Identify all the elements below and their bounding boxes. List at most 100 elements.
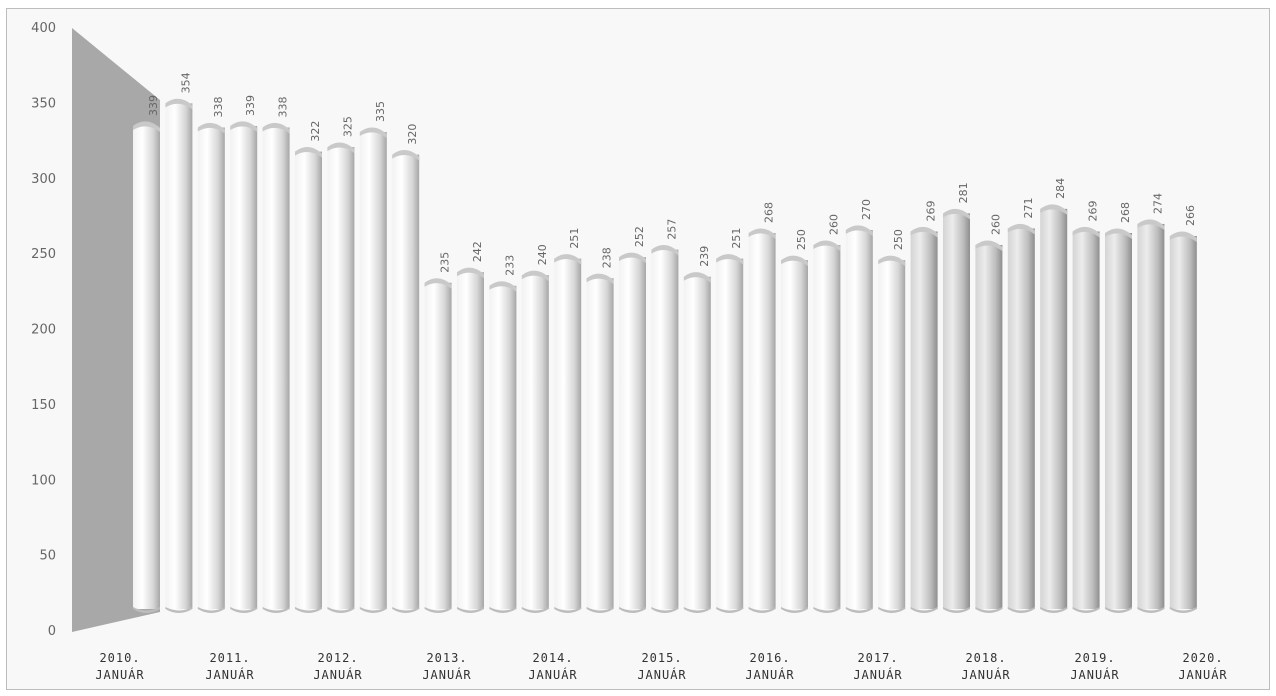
data-label: 270	[860, 199, 873, 220]
x-tick-month: JANUÁR	[1070, 667, 1119, 682]
bar	[619, 252, 646, 613]
x-tick-year: 2011.	[209, 651, 250, 665]
x-tick-month: JANUÁR	[313, 667, 362, 682]
bar	[262, 122, 290, 613]
data-label: 251	[730, 228, 743, 249]
data-label: 274	[1151, 193, 1164, 214]
data-label: 240	[536, 244, 549, 265]
y-tick-label: 300	[31, 172, 56, 187]
bar	[1040, 204, 1068, 613]
bar	[327, 142, 355, 613]
x-tick-label: 2019. JANUÁR	[1070, 651, 1119, 682]
x-tick-label: 2020. JANUÁR	[1178, 651, 1226, 682]
bar	[197, 122, 225, 613]
x-axis: 2010. JANUÁR 2011. JANUÁR 2012. JANUÁR 2013. JA…	[95, 651, 1226, 682]
x-tick-label: 2012. JANUÁR	[313, 651, 362, 682]
bar	[943, 208, 970, 613]
data-label: 257	[665, 219, 678, 240]
bar	[683, 272, 711, 613]
x-tick-year: 2015.	[641, 651, 682, 665]
x-tick-label: 2018. JANUÁR	[961, 651, 1010, 682]
data-label: 266	[1184, 205, 1197, 226]
data-label: 238	[601, 247, 614, 268]
bar	[133, 121, 160, 613]
data-label: 338	[212, 96, 225, 117]
data-label: 325	[341, 116, 354, 137]
bar	[1137, 219, 1165, 613]
bar	[424, 278, 452, 613]
y-tick-label: 100	[31, 473, 56, 488]
data-label: 252	[633, 226, 646, 247]
data-label: 260	[827, 214, 840, 235]
x-tick-year: 2018.	[965, 651, 1006, 665]
x-tick-month: JANUÁR	[961, 667, 1010, 682]
data-label: 338	[277, 96, 290, 117]
data-label: 250	[892, 229, 905, 250]
data-label: 320	[406, 124, 419, 145]
bar	[1169, 231, 1197, 613]
bar	[1105, 228, 1132, 613]
x-tick-month: JANUÁR	[422, 667, 471, 682]
x-tick-label: 2017. JANUÁR	[853, 651, 902, 682]
data-label: 281	[957, 182, 970, 203]
data-label: 339	[244, 95, 257, 116]
bar	[230, 121, 258, 613]
x-tick-label: 2014. JANUÁR	[528, 651, 577, 682]
bar	[554, 254, 582, 613]
y-axis: 0 50 100 150 200 250 300 350 400	[31, 21, 56, 639]
bar	[295, 147, 322, 613]
data-label: 268	[1119, 202, 1132, 223]
bar	[392, 150, 420, 613]
data-label: 271	[1022, 197, 1035, 218]
x-tick-year: 2020.	[1182, 651, 1223, 665]
x-tick-label: 2010. JANUÁR	[95, 651, 144, 682]
x-tick-label: 2016. JANUÁR	[745, 651, 794, 682]
x-tick-label: 2011. JANUÁR	[205, 651, 254, 682]
data-label: 235	[439, 252, 452, 273]
data-label: 268	[763, 202, 776, 223]
x-tick-year: 2016.	[749, 651, 790, 665]
bar	[975, 240, 1003, 613]
y-tick-label: 150	[31, 398, 56, 413]
x-tick-label: 2015. JANUÁR	[637, 651, 686, 682]
data-label: 233	[503, 255, 516, 276]
bar	[165, 98, 193, 613]
data-label: 269	[925, 200, 938, 221]
x-tick-year: 2013.	[426, 651, 467, 665]
x-tick-month: JANUÁR	[528, 667, 577, 682]
bar	[651, 245, 679, 613]
y-tick-label: 350	[31, 96, 56, 111]
x-tick-month: JANUÁR	[95, 667, 144, 682]
x-tick-label: 2013. JANUÁR	[422, 651, 471, 682]
data-labels: 339 354 338 339 338 322 325 335 320 235 242 233 240 2…	[147, 72, 1197, 275]
x-tick-month: JANUÁR	[205, 667, 254, 682]
bar	[359, 127, 387, 613]
x-tick-month: JANUÁR	[637, 667, 686, 682]
x-tick-month: JANUÁR	[853, 667, 902, 682]
data-label: 239	[698, 246, 711, 267]
bar	[781, 255, 808, 613]
bars	[133, 98, 1197, 613]
bar	[1007, 223, 1035, 613]
x-tick-year: 2019.	[1074, 651, 1115, 665]
bar	[457, 267, 484, 613]
x-tick-month: JANUÁR	[745, 667, 794, 682]
y-tick-label: 400	[31, 21, 56, 36]
bar	[878, 255, 906, 613]
x-tick-year: 2017.	[857, 651, 898, 665]
y-tick-label: 50	[39, 549, 56, 564]
data-label: 354	[179, 72, 192, 93]
x-tick-year: 2010.	[99, 651, 140, 665]
data-label: 242	[471, 241, 484, 262]
bar	[845, 225, 873, 613]
y-tick-label: 200	[31, 323, 56, 338]
bar	[748, 228, 776, 613]
bar	[521, 270, 549, 613]
y-tick-label: 0	[48, 624, 56, 639]
bar	[813, 240, 841, 613]
y-tick-label: 250	[31, 247, 56, 262]
data-label: 250	[795, 229, 808, 250]
data-label: 284	[1054, 178, 1067, 199]
bar	[910, 226, 938, 613]
